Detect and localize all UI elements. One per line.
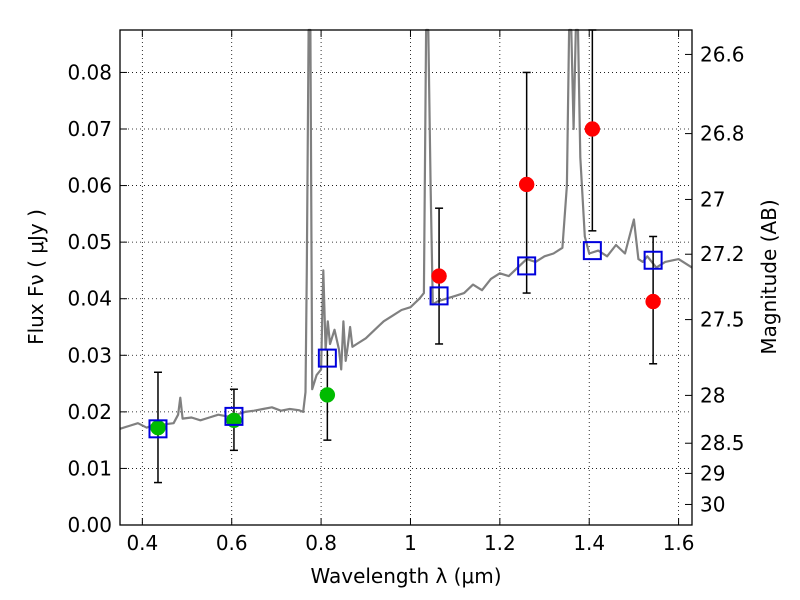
y2-tick-labels: 26.6 26.8 27 27.2 27.5 28 28.5 29 30: [700, 42, 745, 516]
x-tick-label: 1: [404, 531, 417, 555]
x-axis-title: Wavelength λ (μm): [310, 564, 501, 588]
y2-axis-title: Magnitude (AB): [757, 199, 781, 354]
model-band-point: [643, 250, 663, 270]
y-tick-label: 0.07: [67, 117, 112, 141]
model-band-point: [317, 348, 337, 368]
y2-tick-label: 27: [700, 187, 725, 211]
data-point: [319, 387, 336, 403]
y-tick-label: 0.04: [67, 287, 112, 311]
data-point: [584, 121, 601, 137]
x-tick-label: 0.6: [216, 531, 248, 555]
model-band-point: [429, 286, 449, 306]
data-point: [431, 268, 447, 284]
model-spectrum: [119, 28, 693, 430]
data-point: [150, 419, 166, 436]
model-band-point: [224, 406, 244, 426]
model-band-point: [582, 241, 602, 261]
x-tick-label: 0.4: [126, 531, 158, 555]
model-band-point: [148, 419, 168, 439]
model-band-point: [517, 256, 537, 276]
axis-ticks: [120, 30, 692, 526]
data-point: [645, 293, 661, 310]
y2-tick-label: 29: [700, 461, 725, 485]
x-tick-label: 1.2: [484, 531, 516, 555]
data-point: [518, 176, 535, 193]
y2-tick-label: 26.8: [700, 122, 745, 146]
plot-frame: [119, 29, 693, 526]
y-axis-title: Flux Fν ( μJy ): [24, 209, 48, 345]
y2-tick-label: 28: [700, 383, 725, 407]
x-tick-labels: 0.4 0.6 0.8 1 1.2 1.4 1.6: [126, 531, 694, 555]
y2-tick-label: 27.5: [700, 308, 745, 332]
y-tick-label: 0.00: [67, 513, 112, 537]
data-markers: [148, 121, 663, 439]
y2-tick-label: 28.5: [700, 431, 745, 455]
y2-tick-label: 30: [700, 492, 725, 516]
y-tick-labels: 0.00 0.01 0.02 0.03 0.04 0.05 0.06 0.07 0.08: [67, 60, 112, 537]
y2-tick-label: 27.2: [700, 242, 745, 266]
model-spectrum-line: [119, 28, 693, 430]
y-tick-label: 0.05: [67, 230, 112, 254]
y-tick-label: 0.06: [67, 174, 112, 198]
x-tick-label: 1.6: [663, 531, 695, 555]
y-tick-label: 0.08: [67, 60, 112, 84]
grid-lines: [120, 30, 692, 525]
y-tick-label: 0.03: [67, 343, 112, 367]
x-tick-label: 1.4: [573, 531, 605, 555]
x-tick-label: 0.8: [305, 531, 337, 555]
y-tick-label: 0.01: [67, 456, 112, 480]
y2-tick-label: 26.6: [700, 42, 745, 66]
y-tick-label: 0.02: [67, 400, 112, 424]
